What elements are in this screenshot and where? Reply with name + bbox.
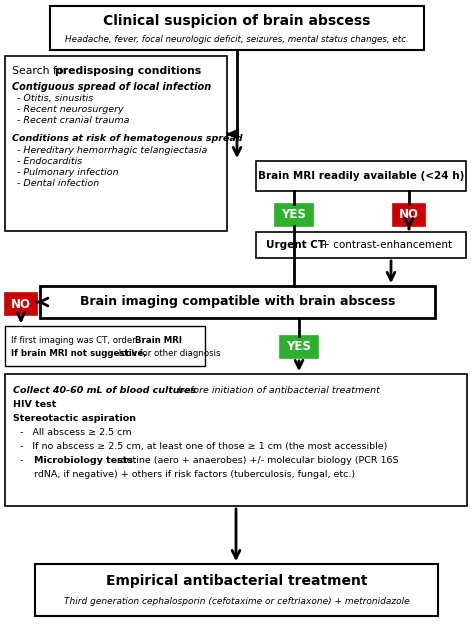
Text: Clinical suspicion of brain abscess: Clinical suspicion of brain abscess: [103, 14, 371, 28]
Text: If brain MRI not suggestive,: If brain MRI not suggestive,: [11, 349, 146, 358]
Text: - Dental infection: - Dental infection: [17, 179, 99, 188]
FancyBboxPatch shape: [5, 374, 467, 506]
Text: Headache, fever, focal neurologic deficit, seizures, mental status changes, etc.: Headache, fever, focal neurologic defici…: [65, 34, 409, 43]
FancyBboxPatch shape: [35, 564, 438, 616]
FancyBboxPatch shape: [275, 204, 313, 226]
Text: Collect 40-60 mL of blood cultures: Collect 40-60 mL of blood cultures: [13, 386, 200, 395]
FancyBboxPatch shape: [5, 293, 37, 315]
Text: If first imaging was CT, order: If first imaging was CT, order: [11, 336, 138, 345]
Text: Conditions at risk of hematogenous spread: Conditions at risk of hematogenous sprea…: [12, 134, 243, 143]
Text: rdNA, if negative) + others if risk factors (tuberculosis, fungal, etc.): rdNA, if negative) + others if risk fact…: [34, 470, 355, 479]
Text: - Endocarditis: - Endocarditis: [17, 157, 82, 166]
Text: Search for: Search for: [12, 66, 72, 76]
FancyBboxPatch shape: [393, 204, 425, 226]
Text: Third generation cephalosporin (cefotaxime or ceftriaxone) + metronidazole: Third generation cephalosporin (cefotaxi…: [64, 597, 410, 607]
Text: Brain imaging compatible with brain abscess: Brain imaging compatible with brain absc…: [80, 295, 395, 309]
Text: Brain MRI readily available (<24 h): Brain MRI readily available (<24 h): [258, 171, 464, 181]
Text: -   If no abscess ≥ 2.5 cm, at least one of those ≥ 1 cm (the most accessible): - If no abscess ≥ 2.5 cm, at least one o…: [20, 442, 387, 451]
Text: Stereotactic aspiration: Stereotactic aspiration: [13, 414, 136, 423]
FancyBboxPatch shape: [256, 161, 466, 191]
Text: Microbiology tests:: Microbiology tests:: [34, 456, 137, 465]
Text: - Pulmonary infection: - Pulmonary infection: [17, 168, 118, 177]
Text: - Otitis, sinusitis: - Otitis, sinusitis: [17, 94, 93, 103]
Text: -   All abscess ≥ 2.5 cm: - All abscess ≥ 2.5 cm: [20, 428, 132, 437]
Text: - Recent neurosurgery: - Recent neurosurgery: [17, 105, 124, 114]
Text: YES: YES: [287, 341, 311, 354]
Text: YES: YES: [282, 208, 306, 222]
Text: Urgent CT: Urgent CT: [266, 240, 325, 250]
FancyBboxPatch shape: [40, 286, 435, 318]
FancyBboxPatch shape: [280, 336, 318, 358]
Text: predisposing conditions: predisposing conditions: [55, 66, 201, 76]
Text: before initiation of antibacterial treatment: before initiation of antibacterial treat…: [178, 386, 380, 395]
FancyBboxPatch shape: [256, 232, 466, 258]
FancyBboxPatch shape: [5, 56, 227, 231]
Text: Contiguous spread of local infection: Contiguous spread of local infection: [12, 82, 211, 92]
Text: NO: NO: [399, 208, 419, 222]
Text: Empirical antibacterial treatment: Empirical antibacterial treatment: [106, 574, 367, 588]
Text: HIV test: HIV test: [13, 400, 56, 409]
Text: - Recent cranial trauma: - Recent cranial trauma: [17, 116, 129, 125]
Text: NO: NO: [11, 297, 31, 310]
Text: -: -: [20, 456, 32, 465]
Text: Brain MRI: Brain MRI: [135, 336, 182, 345]
Text: - Hereditary hemorrhagic telangiectasia: - Hereditary hemorrhagic telangiectasia: [17, 146, 207, 155]
Text: + contrast-enhancement: + contrast-enhancement: [318, 240, 452, 250]
FancyBboxPatch shape: [50, 6, 424, 50]
FancyBboxPatch shape: [5, 326, 205, 366]
Text: routine (aero + anaerobes) +/- molecular biology (PCR 16S: routine (aero + anaerobes) +/- molecular…: [114, 456, 399, 465]
Text: look for other diagnosis: look for other diagnosis: [116, 349, 220, 358]
